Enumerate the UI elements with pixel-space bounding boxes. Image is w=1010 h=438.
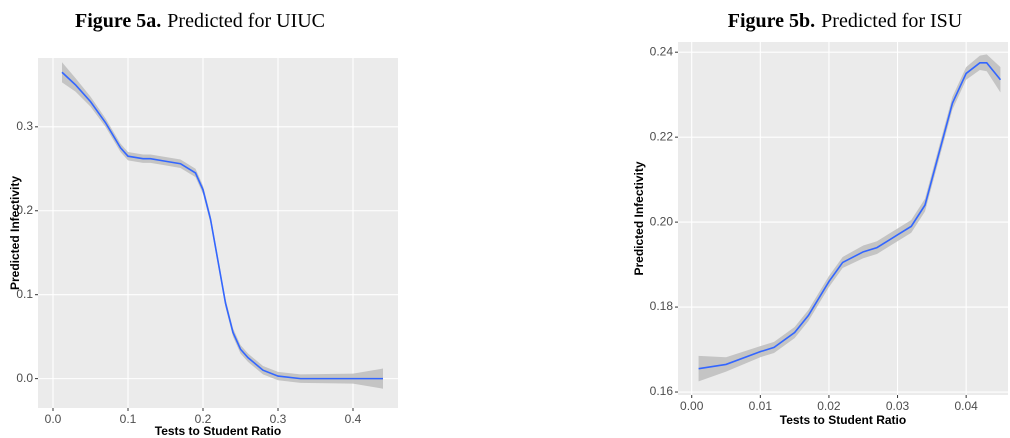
x-tick-label: 0.1 (120, 412, 137, 426)
x-tick-label: 0.01 (749, 399, 773, 413)
y-tick-label: 0.22 (650, 129, 674, 143)
x-tick-label: 0.03 (886, 399, 910, 413)
figure-label: Figure 5b. (728, 10, 815, 32)
chart-title: Figure 5a. Predicted for UIUC (75, 10, 325, 32)
x-tick-label: 0.3 (270, 412, 287, 426)
y-tick-label: 0.16 (650, 384, 674, 398)
y-tick-label: 0.2 (16, 203, 33, 217)
x-tick-label: 0.4 (345, 412, 362, 426)
chart-title: Figure 5b. Predicted for ISU (728, 10, 963, 32)
x-axis-title: Tests to Student Ratio (780, 413, 906, 427)
y-tick-label: 0.3 (16, 119, 33, 133)
x-tick-label: 0.02 (817, 399, 841, 413)
x-tick-label: 0.0 (45, 412, 62, 426)
y-tick-label: 0.24 (650, 44, 674, 58)
x-axis-title: Tests to Student Ratio (155, 424, 281, 438)
title-text: Predicted for UIUC (167, 10, 325, 32)
y-tick-label: 0.20 (650, 214, 674, 228)
x-tick-label: 0.00 (680, 399, 704, 413)
line (61, 71, 383, 380)
y-tick-label: 0.18 (650, 299, 674, 313)
y-axis-title: Predicted Infectivity (632, 161, 646, 275)
x-tick-label: 0.04 (954, 399, 978, 413)
plot-panel (38, 58, 398, 408)
y-tick-label: 0.1 (16, 287, 33, 301)
y-tick-label: 0.0 (16, 371, 33, 385)
title-text: Predicted for ISU (821, 10, 963, 32)
line (698, 62, 1002, 370)
x-tick-label: 0.2 (195, 412, 212, 426)
figure-label: Figure 5a. (75, 10, 161, 32)
y-axis-title: Predicted Infectivity (8, 176, 22, 290)
